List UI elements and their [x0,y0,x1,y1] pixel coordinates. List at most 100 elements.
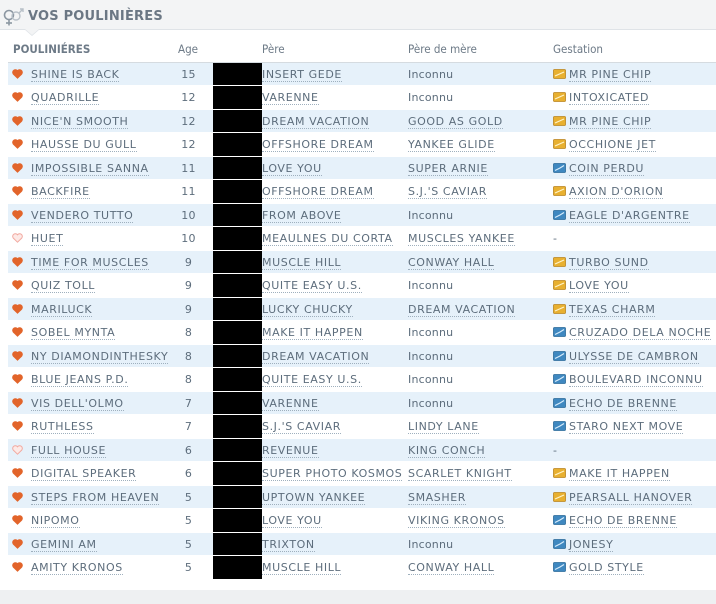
pere-link[interactable]: FROM ABOVE [262,208,342,223]
gestation-link[interactable]: STARO NEXT MOVE [569,420,684,435]
gestation-link[interactable]: JONESY [569,537,614,552]
heart-icon[interactable] [12,91,23,103]
pere-link[interactable]: MUSCLE HILL [262,561,342,576]
mare-name-link[interactable]: FULL HOUSE [31,443,107,458]
pere-de-mere-link[interactable]: DREAM VACATION [408,302,516,317]
heart-icon[interactable] [12,467,23,479]
heart-icon[interactable] [12,514,23,526]
heart-icon[interactable] [12,279,23,291]
gestation-link[interactable]: BOULEVARD INCONNU [569,373,703,388]
heart-icon[interactable] [12,209,23,220]
gestation-link[interactable]: TURBO SUND [569,255,649,270]
column-header-pere[interactable]: Père [262,38,408,63]
pere-link[interactable]: VARENNE [262,91,319,106]
pere-de-mere-link[interactable]: CONWAY HALL [408,255,495,270]
pere-link[interactable]: S.J.'S CAVIAR [262,420,341,435]
pere-link[interactable]: MUSCLE HILL [262,255,342,270]
heart-icon[interactable] [12,138,23,150]
heart-icon[interactable] [12,115,23,126]
mare-name-link[interactable]: MARILUCK [31,302,93,317]
pere-link[interactable]: TRIXTON [262,537,315,552]
pere-link[interactable]: DREAM VACATION [262,349,370,364]
pere-de-mere-link[interactable]: VIKING KRONOS [408,514,505,529]
gestation-link[interactable]: MR PINE CHIP [569,67,652,82]
gestation-link[interactable]: CRUZADO DELA NOCHE [569,326,712,341]
pere-de-mere-link[interactable]: KING CONCH [408,443,486,458]
mare-name-link[interactable]: BACKFIRE [31,185,90,200]
pere-link[interactable]: INSERT GEDE [262,67,342,82]
gestation-link[interactable]: TEXAS CHARM [569,302,656,317]
heart-icon[interactable] [12,491,23,502]
pere-de-mere-link[interactable]: LINDY LANE [408,420,479,435]
gestation-link[interactable]: LOVE YOU [569,279,629,294]
heart-outline-icon[interactable] [12,232,23,244]
pere-de-mere-link[interactable]: SUPER ARNIE [408,161,488,176]
gestation-link[interactable]: GOLD STYLE [569,561,644,576]
heart-icon[interactable] [12,397,23,408]
gestation-link[interactable]: ECHO DE BRENNE [569,514,677,529]
mare-name-link[interactable]: GEMINI AM [31,537,97,552]
mare-name-link[interactable]: TIME FOR MUSCLES [31,255,149,270]
pere-link[interactable]: LOVE YOU [262,161,322,176]
gestation-link[interactable]: MR PINE CHIP [569,114,652,129]
pere-de-mere-link[interactable]: YANKEE GLIDE [408,138,495,153]
mare-name-link[interactable]: SOBEL MYNTA [31,326,116,341]
gestation-link[interactable]: COIN PERDU [569,161,645,176]
mare-name-link[interactable]: STEPS FROM HEAVEN [31,490,160,505]
pere-link[interactable]: LOVE YOU [262,514,322,529]
gestation-link[interactable]: ULYSSE DE CAMBRON [569,349,699,364]
gestation-link[interactable]: PEARSALL HANOVER [569,490,693,505]
pere-link[interactable]: REVENUE [262,443,319,458]
mare-name-link[interactable]: HUET [31,232,64,247]
pere-link[interactable]: MEAULNES DU CORTA [262,232,393,247]
pere-link[interactable]: QUITE EASY U.S. [262,279,362,294]
heart-icon[interactable] [12,561,23,573]
mare-name-link[interactable]: DIGITAL SPEAKER [31,467,137,482]
heart-icon[interactable] [12,303,23,314]
mare-name-link[interactable]: VIS DELL'OLMO [31,396,124,411]
column-header-age[interactable]: Age [178,38,213,63]
gestation-link[interactable]: EAGLE D'ARGENTRE [569,208,690,223]
pere-link[interactable]: QUITE EASY U.S. [262,373,362,388]
pere-de-mere-link[interactable]: MUSCLES YANKEE [408,232,515,247]
heart-icon[interactable] [12,256,23,267]
mare-name-link[interactable]: NICE'N SMOOTH [31,114,129,129]
column-header-gestation[interactable]: Gestation [553,38,716,63]
heart-icon[interactable] [12,326,23,338]
heart-icon[interactable] [12,350,23,361]
pere-link[interactable]: UPTOWN YANKEE [262,490,366,505]
mare-name-link[interactable]: IMPOSSIBLE SANNA [31,161,149,176]
mare-name-link[interactable]: NY DIAMONDINTHESKY [31,349,169,364]
mare-name-link[interactable]: AMITY KRONOS [31,561,123,576]
gestation-link[interactable]: AXION D'ORION [569,185,664,200]
pere-de-mere-link[interactable]: SMASHER [408,490,467,505]
pere-link[interactable]: LUCKY CHUCKY [262,302,353,317]
pere-de-mere-link[interactable]: GOOD AS GOLD [408,114,503,129]
heart-outline-icon[interactable] [12,444,23,455]
pere-link[interactable]: OFFSHORE DREAM [262,138,374,153]
column-header-name[interactable]: POULINIÉRES [8,38,178,63]
heart-icon[interactable] [12,420,23,432]
pere-de-mere-link[interactable]: S.J.'S CAVIAR [408,185,487,200]
gestation-link[interactable]: ECHO DE BRENNE [569,396,677,411]
mare-name-link[interactable]: BLUE JEANS P.D. [31,373,129,388]
pere-de-mere-link[interactable]: CONWAY HALL [408,561,495,576]
mare-name-link[interactable]: QUADRILLE [31,91,100,106]
heart-icon[interactable] [12,373,23,385]
mare-name-link[interactable]: QUIZ TOLL [31,279,96,294]
pere-de-mere-link[interactable]: SCARLET KNIGHT [408,467,512,482]
mare-name-link[interactable]: SHINE IS BACK [31,67,120,82]
heart-icon[interactable] [12,538,23,549]
heart-icon[interactable] [12,68,23,79]
mare-name-link[interactable]: HAUSSE DU GULL [31,138,137,153]
pere-link[interactable]: VARENNE [262,396,319,411]
gestation-link[interactable]: MAKE IT HAPPEN [569,467,670,482]
column-header-pere-de-mere[interactable]: Père de mère [408,38,553,63]
heart-icon[interactable] [12,162,23,173]
mare-name-link[interactable]: NIPOMO [31,514,80,529]
pere-link[interactable]: SUPER PHOTO KOSMOS [262,467,403,482]
heart-icon[interactable] [12,185,23,197]
gestation-link[interactable]: OCCHIONE JET [569,138,656,153]
pere-link[interactable]: DREAM VACATION [262,114,370,129]
pere-link[interactable]: OFFSHORE DREAM [262,185,374,200]
